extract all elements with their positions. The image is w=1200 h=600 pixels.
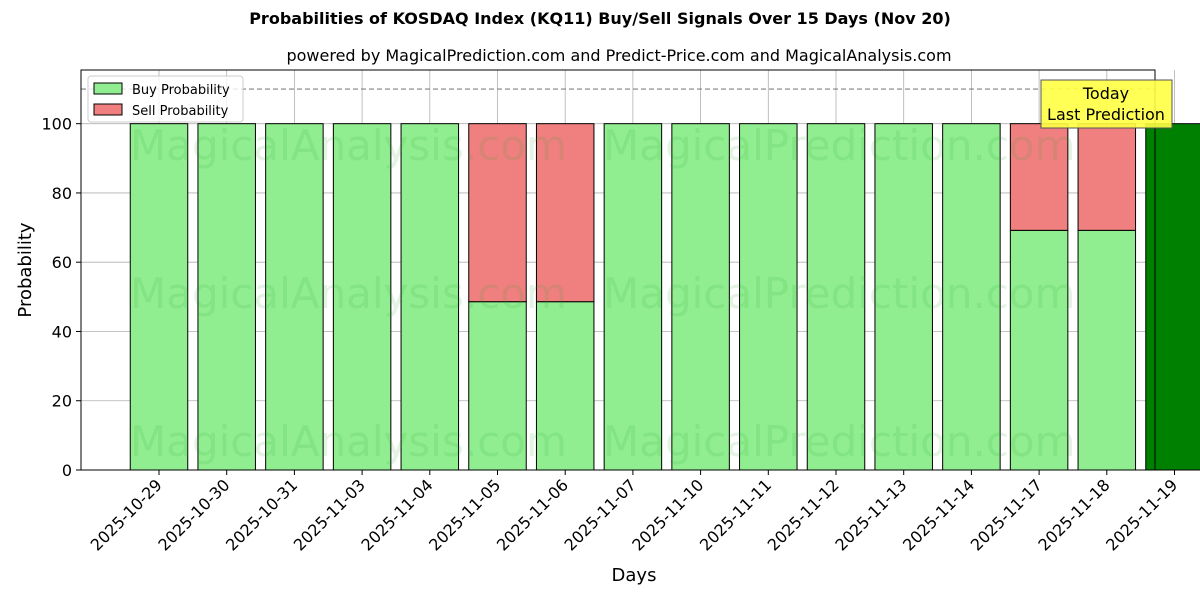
buy-bar [332, 123, 392, 471]
bar-group [806, 123, 866, 471]
y-axis: 0 20 40 60 80 100 [41, 115, 81, 480]
y-tick-label: 80 [52, 184, 72, 203]
watermark-text: MagicalPrediction.com [603, 417, 1076, 466]
x-axis: 2025-10-292025-10-302025-10-312025-11-03… [87, 470, 1181, 555]
buy-bar [739, 123, 798, 471]
buy-bar [603, 123, 663, 471]
sell-bar [535, 123, 595, 303]
x-tick-label: 2025-10-30 [154, 475, 233, 554]
bar-group [332, 123, 392, 471]
chart-subtitle: powered by MagicalPrediction.com and Pre… [286, 46, 952, 65]
bar-group [1009, 123, 1069, 471]
buy-bar [942, 123, 1001, 471]
buy-bar [535, 301, 595, 471]
bar-group [265, 123, 324, 471]
x-tick-label: 2025-11-14 [899, 475, 978, 554]
buy-bar [1009, 229, 1069, 471]
x-tick-label: 2025-11-13 [831, 475, 910, 554]
buy-bar [468, 301, 527, 471]
x-tick-label: 2025-10-29 [87, 475, 166, 554]
y-tick-label: 40 [52, 322, 72, 341]
x-tick-label: 2025-11-19 [1102, 475, 1181, 554]
sell-bar [1077, 123, 1137, 231]
bar-group [874, 123, 933, 471]
bars [129, 123, 1200, 471]
x-tick-label: 2025-11-18 [1034, 475, 1113, 554]
legend-sell-swatch [93, 103, 123, 116]
bar-group [671, 123, 730, 471]
watermark-text: MagicalAnalysis.com [130, 121, 567, 170]
x-tick-label: 2025-11-17 [967, 475, 1046, 554]
watermark: MagicalAnalysis.com MagicalPrediction.com… [130, 121, 1076, 466]
y-tick-label: 0 [62, 461, 72, 480]
legend-box [87, 75, 244, 123]
watermark-text: MagicalAnalysis.com [130, 417, 567, 466]
x-axis-label: Days [612, 565, 657, 586]
annotation-line2: Last Prediction [1047, 105, 1165, 124]
legend-sell-label: Sell Probability [132, 104, 229, 119]
buy-bar [874, 123, 933, 471]
bar-group [197, 123, 256, 471]
x-tick-label: 2025-11-06 [493, 475, 572, 554]
chart-title: Probabilities of KOSDAQ Index (KQ11) Buy… [249, 9, 951, 28]
x-tick-label: 2025-10-31 [222, 475, 301, 554]
x-tick-label: 2025-11-10 [628, 475, 707, 554]
legend: Buy Probability Sell Probability [87, 75, 244, 123]
watermark-text: MagicalPrediction.com [603, 269, 1076, 318]
legend-buy-label: Buy Probability [132, 83, 230, 98]
buy-bar [671, 123, 730, 471]
x-tick-label: 2025-11-11 [696, 475, 775, 554]
buy-bar [265, 123, 324, 471]
bar-group [129, 123, 189, 471]
bar-group [535, 123, 595, 471]
bar-group [1077, 123, 1137, 471]
buy-bar [1077, 229, 1137, 471]
x-tick-label: 2025-11-12 [764, 475, 843, 554]
x-tick-label: 2025-11-04 [357, 475, 436, 554]
bar-group [942, 123, 1001, 471]
buy-bar [129, 123, 189, 471]
sell-bar [1009, 123, 1069, 231]
today-annotation: Today Last Prediction [1040, 79, 1173, 129]
bar-group [1145, 123, 1200, 471]
y-tick-label: 20 [52, 392, 72, 411]
bar-group [603, 123, 663, 471]
annotation-line1: Today [1082, 84, 1129, 103]
x-tick-label: 2025-11-05 [425, 475, 504, 554]
x-tick-label: 2025-11-07 [561, 475, 640, 554]
buy-bar [197, 123, 256, 471]
watermark-text: MagicalPrediction.com [603, 121, 1076, 170]
legend-buy-swatch [93, 82, 123, 95]
buy-bar [806, 123, 866, 471]
bar-group [739, 123, 798, 471]
x-tick-label: 2025-11-03 [290, 475, 369, 554]
y-axis-label: Probability [15, 222, 36, 317]
bar-group [468, 123, 527, 471]
y-tick-label: 100 [41, 115, 72, 134]
annotation-box [1040, 79, 1173, 129]
sell-bar [468, 123, 527, 303]
plot-area-frame [80, 69, 1156, 471]
buy-bar [1145, 123, 1200, 471]
watermark-text: MagicalAnalysis.com [130, 269, 567, 318]
y-tick-label: 60 [52, 253, 72, 272]
